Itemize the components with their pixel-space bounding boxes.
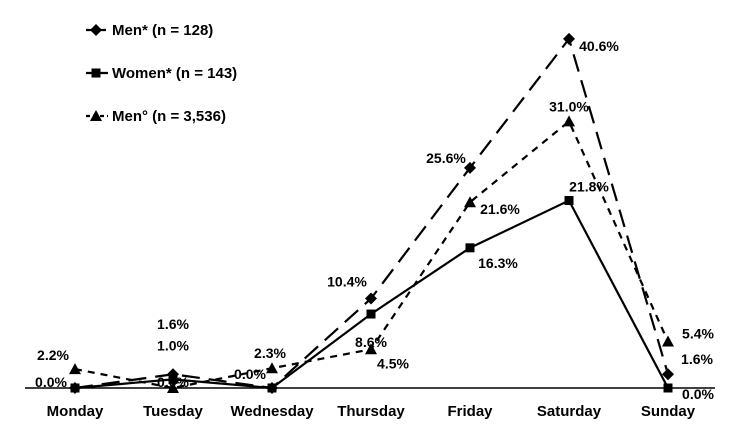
data-point [564, 196, 574, 206]
x-tick-label: Sunday [641, 403, 696, 420]
legend-item: Men° (n = 3,536) [86, 108, 226, 125]
data-label: 16.3% [478, 255, 518, 271]
data-label: 21.6% [480, 201, 520, 217]
data-point [563, 115, 575, 127]
legend: Men* (n = 128) Women* (n = 143) Men° (n = … [86, 22, 237, 125]
data-label: 4.5% [377, 355, 409, 371]
x-tick-label: Wednesday [230, 403, 314, 420]
x-tick-label: Tuesday [143, 403, 203, 420]
data-label: 0.0% [682, 386, 714, 402]
data-point [167, 382, 179, 393]
data-point [465, 243, 475, 253]
data-point [168, 374, 178, 384]
x-tick-label: Thursday [337, 403, 405, 420]
data-label: 25.6% [426, 150, 466, 166]
x-axis: Monday Tuesday Wednesday Thursday Friday Satu… [25, 387, 715, 420]
legend-item: Men* (n = 128) [86, 22, 213, 39]
data-labels: 1.6% 10.4% 25.6% 40.6% 1.6% 0.0% 1.0% 0.0% 8.6% 1… [35, 38, 714, 402]
data-point [267, 383, 277, 393]
legend-marker [91, 68, 101, 78]
data-label: 1.6% [681, 351, 713, 367]
data-point [266, 362, 278, 374]
data-point [366, 309, 376, 319]
data-label: 0.0% [234, 366, 266, 382]
series-2 [70, 196, 673, 393]
data-point [365, 343, 377, 355]
data-label: 0.0% [157, 374, 189, 390]
series-3 [69, 115, 674, 393]
data-label: 21.8% [569, 179, 609, 195]
data-label: 10.4% [327, 274, 367, 290]
data-label: 0.0% [35, 374, 67, 390]
series-layer [69, 32, 674, 394]
legend-marker [90, 110, 102, 121]
legend-label: Men* (n = 128) [112, 22, 213, 39]
data-label: 31.0% [549, 98, 589, 114]
data-point [70, 383, 80, 393]
legend-marker [90, 24, 102, 36]
data-point [69, 363, 81, 375]
data-point [563, 32, 575, 45]
data-label: 40.6% [579, 38, 619, 54]
legend-label: Men° (n = 3,536) [112, 108, 226, 125]
data-point [663, 383, 673, 393]
data-point [464, 161, 476, 174]
data-label: 2.2% [37, 347, 69, 363]
data-label: 1.6% [157, 316, 189, 332]
x-tick-label: Saturday [537, 403, 602, 420]
data-point [662, 335, 674, 347]
x-tick-label: Monday [47, 403, 104, 420]
data-point [464, 196, 476, 208]
data-label: 2.3% [254, 345, 286, 361]
data-point [662, 368, 674, 381]
data-label: 5.4% [682, 326, 714, 342]
legend-label: Women* (n = 143) [112, 65, 237, 82]
data-label: 1.0% [157, 337, 189, 353]
data-point [365, 292, 377, 305]
data-label: 8.6% [355, 334, 387, 350]
legend-item: Women* (n = 143) [86, 65, 237, 82]
x-tick-label: Friday [447, 403, 493, 420]
